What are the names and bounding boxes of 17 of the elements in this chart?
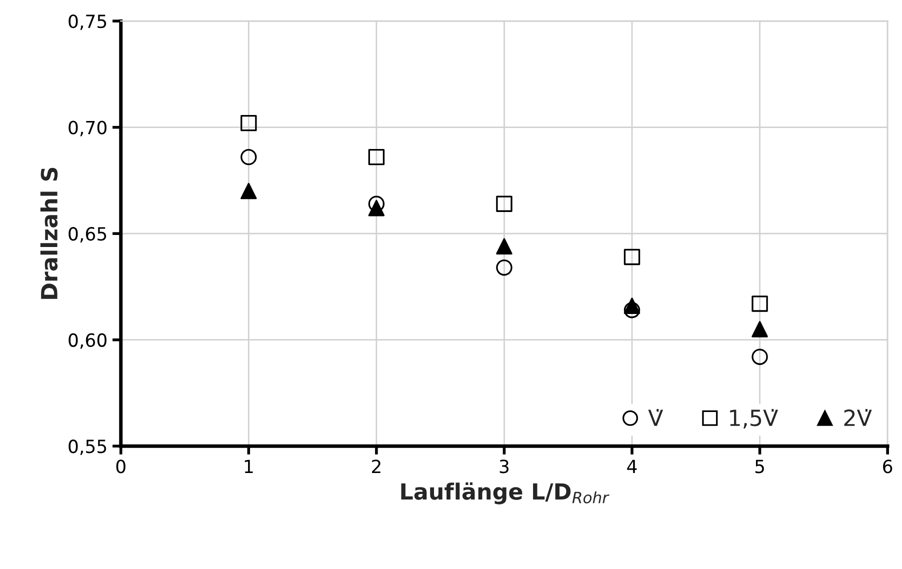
y-tick-label: 0,60	[68, 333, 106, 349]
legend-label: 1,5V̇	[730, 409, 778, 428]
y-tick-label: 0,55	[68, 440, 106, 456]
legend-label: V̇	[648, 409, 664, 426]
y-tick-label: 0,70	[68, 120, 106, 136]
y-tick-label: 0,65	[68, 227, 106, 243]
y-axis-title: Drallzahl S	[40, 168, 58, 299]
x-tick-label: 5	[755, 460, 764, 474]
x-tick-label: 0	[116, 460, 126, 474]
x-axis-title: Lauflänge L/D$_{Rohr}$	[401, 482, 610, 504]
legend-label: 2V̇	[844, 409, 872, 426]
x-tick-label: 4	[627, 460, 637, 474]
x-tick-label: 6	[883, 460, 892, 474]
x-tick-label: 2	[372, 460, 380, 474]
x-tick-label: 3	[500, 460, 509, 474]
x-tick-label: 1	[244, 460, 253, 474]
y-tick-label: 0,75	[68, 14, 106, 30]
